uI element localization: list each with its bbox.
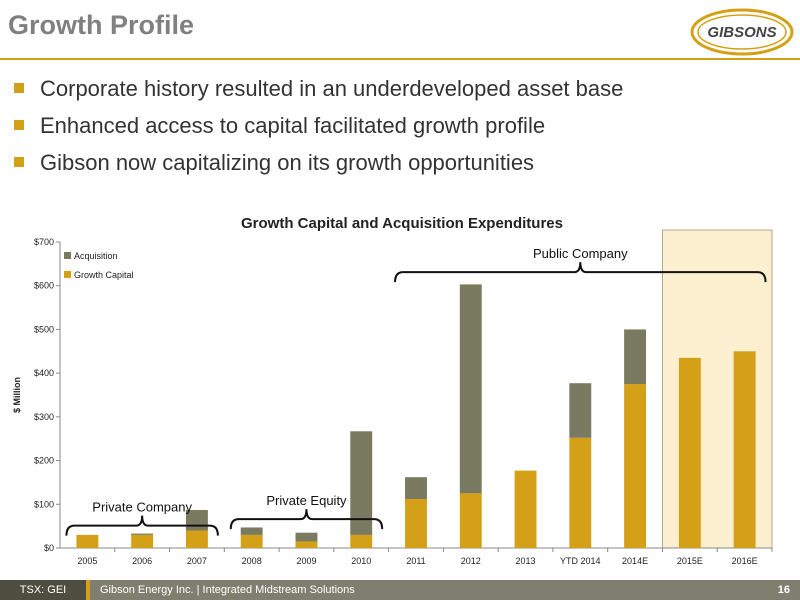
slide-title: Growth Profile	[8, 10, 195, 40]
brace-private-company	[65, 515, 219, 536]
x-tick-label: 2015E	[677, 556, 703, 566]
x-tick-label: 2016E	[732, 556, 758, 566]
footer-accent	[86, 580, 90, 600]
bar-acquisition	[624, 329, 647, 385]
y-tick-label: $0	[44, 543, 54, 553]
bar-growth-capital	[405, 499, 427, 548]
bar-growth-capital	[295, 541, 318, 548]
annotation-label: Public Company	[533, 246, 628, 261]
bar-acquisition	[350, 431, 373, 535]
y-tick-label: $700	[34, 237, 54, 247]
bar-growth-capital	[733, 351, 756, 548]
x-tick-label: YTD 2014	[560, 556, 601, 566]
bar-acquisition	[240, 527, 263, 535]
bar-growth-capital	[350, 534, 373, 548]
x-tick-label: 2012	[461, 556, 481, 566]
bar-growth-capital	[514, 470, 537, 548]
company-label: Gibson Energy Inc. | Integrated Midstrea…	[100, 584, 355, 596]
bar-growth-capital	[240, 534, 263, 548]
bar-acquisition	[569, 383, 592, 438]
bullet-square-icon	[14, 120, 24, 130]
y-axis-label: $ Million	[12, 377, 22, 413]
legend-swatch	[64, 252, 71, 259]
x-tick-label: 2007	[187, 556, 207, 566]
bullet-item: Corporate history resulted in an underde…	[14, 74, 623, 111]
x-tick-label: 2013	[516, 556, 536, 566]
bar-acquisition	[131, 533, 154, 535]
bar-growth-capital	[569, 437, 592, 548]
y-tick-label: $400	[34, 368, 54, 378]
bullet-item: Enhanced access to capital facilitated g…	[14, 111, 623, 148]
x-tick-label: 2011	[406, 556, 425, 566]
footer-bar: TSX: GEI Gibson Energy Inc. | Integrated…	[0, 580, 800, 600]
bullet-square-icon	[14, 83, 24, 93]
bar-growth-capital	[624, 384, 647, 548]
bar-acquisition	[459, 284, 482, 494]
bar-growth-capital	[678, 357, 701, 548]
legend-label: Acquisition	[74, 251, 118, 261]
expenditures-chart: Growth Capital and Acquisition Expenditu…	[12, 215, 773, 566]
x-tick-label: 2006	[132, 556, 152, 566]
page-number: 16	[777, 584, 790, 596]
svg-text:GIBSONS: GIBSONS	[707, 24, 776, 41]
x-tick-label: 2010	[351, 556, 371, 566]
y-tick-label: $200	[34, 456, 54, 466]
bar-acquisition	[405, 477, 427, 500]
bullet-square-icon	[14, 157, 24, 167]
bar-growth-capital	[185, 530, 208, 548]
bullet-item: Gibson now capitalizing on its growth op…	[14, 148, 623, 185]
x-tick-label: 2009	[296, 556, 316, 566]
gibsons-logo: GIBSONS	[690, 8, 794, 56]
annotation-label: Private Equity	[266, 493, 347, 508]
bullet-list: Corporate history resulted in an underde…	[14, 74, 623, 185]
bar-growth-capital	[459, 493, 482, 548]
bullet-text: Enhanced access to capital facilitated g…	[40, 113, 546, 138]
bullet-text: Corporate history resulted in an underde…	[40, 76, 624, 101]
title-rule	[0, 58, 800, 60]
y-tick-label: $600	[34, 281, 54, 291]
annotation-label: Private Company	[92, 500, 192, 515]
y-tick-label: $500	[34, 324, 54, 334]
x-tick-label: 2014E	[622, 556, 648, 566]
bar-acquisition	[295, 532, 318, 542]
bar-growth-capital	[131, 534, 154, 548]
bar-growth-capital	[76, 534, 99, 548]
x-tick-label: 2008	[242, 556, 262, 566]
legend-label: Growth Capital	[74, 270, 134, 280]
y-tick-label: $100	[34, 499, 54, 509]
y-tick-label: $300	[34, 412, 54, 422]
bullet-text: Gibson now capitalizing on its growth op…	[40, 150, 535, 175]
ticker-label: TSX: GEI	[0, 580, 86, 600]
legend-swatch	[64, 271, 71, 278]
chart-title: Growth Capital and Acquisition Expenditu…	[241, 215, 563, 232]
x-tick-label: 2005	[77, 556, 97, 566]
